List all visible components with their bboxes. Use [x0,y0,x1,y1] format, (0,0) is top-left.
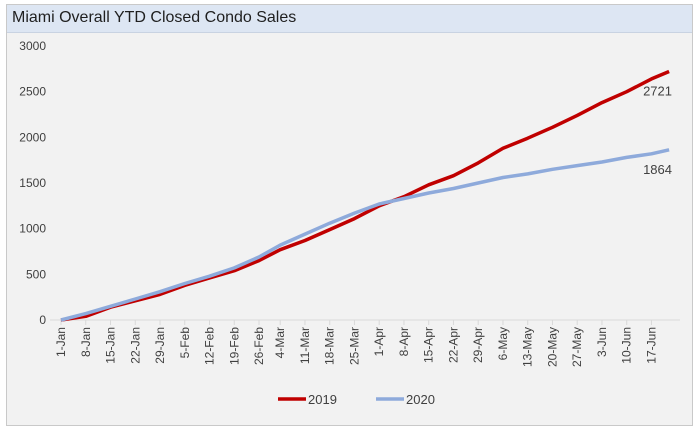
x-tick-label: 29-Jan [153,327,167,364]
y-tick-label: 3000 [19,39,46,53]
x-tick-label: 18-Mar [323,327,337,365]
title-bar: Miami Overall YTD Closed Condo Sales [7,5,692,33]
chart-frame: Miami Overall YTD Closed Condo Sales [6,4,693,426]
x-tick-label: 8-Apr [397,327,411,356]
x-tick-label: 26-Feb [252,327,266,365]
x-tick-label: 20-May [545,327,559,367]
x-tick-label: 15-Apr [422,327,436,363]
x-tick-label: 12-Feb [203,327,217,365]
x-tick-label: 5-Feb [178,327,192,359]
x-tick-label: 1-Jan [54,327,68,357]
x-tick-label: 6-May [496,327,510,360]
y-tick-label: 1000 [19,222,46,236]
x-tick-label: 22-Apr [446,327,460,363]
x-tick-label: 4-Mar [273,327,287,358]
x-tick-label: 17-Jun [644,327,658,364]
x-tick-label: 10-Jun [620,327,634,364]
x-tick-label: 15-Jan [104,327,118,364]
x-tick-label: 11-Mar [298,327,312,364]
y-tick-label: 2500 [19,85,46,99]
x-tick-label: 13-May [521,327,535,367]
series-line-2019 [60,69,670,322]
x-tick-label: 22-Jan [128,327,142,364]
x-tick-label: 19-Feb [227,327,241,365]
legend-label-2020: 2020 [406,392,435,407]
x-tick-label: 27-May [570,327,584,367]
y-tick-label: 1500 [19,176,46,190]
series-line-2020 [60,148,670,322]
y-tick-label: 2000 [19,130,46,144]
x-tick-label: 3-Jun [595,327,609,357]
x-tick-label: 8-Jan [79,327,93,357]
x-tick-label: 25-Mar [347,327,361,365]
end-label-2020: 1864 [643,162,672,177]
x-tick-label: 1-Apr [372,327,386,356]
x-tick-label: 29-Apr [471,327,485,363]
chart-title: Miami Overall YTD Closed Condo Sales [12,9,297,26]
legend-label-2019: 2019 [308,392,337,407]
end-label-2019: 2721 [643,83,672,98]
y-tick-label: 500 [26,267,46,281]
y-tick-label: 0 [39,313,46,327]
